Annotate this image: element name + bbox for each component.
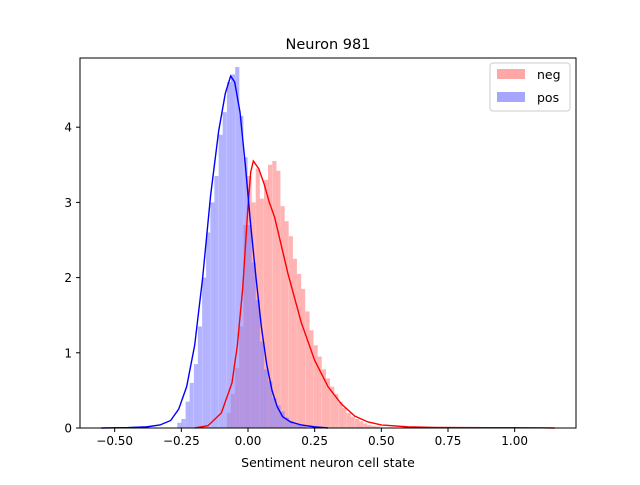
histogram-bar-pos <box>284 417 289 428</box>
histogram-bar-neg <box>358 421 364 428</box>
histogram-bar-pos <box>230 74 236 428</box>
histogram-bar-pos <box>251 262 256 428</box>
histogram-bar-pos <box>293 424 298 428</box>
histogram-bar-pos <box>288 421 293 428</box>
histogram-bar-neg <box>292 258 297 428</box>
histogram-bar-neg <box>375 426 380 428</box>
histogram-bar-neg <box>330 386 335 428</box>
y-tick-label: 2 <box>64 271 72 285</box>
histogram-bar-pos <box>235 67 240 429</box>
histogram-bar-pos <box>193 364 198 428</box>
histogram-bar-neg <box>264 179 269 428</box>
histogram-bar-pos <box>222 112 227 429</box>
histogram-bar-pos <box>260 341 265 428</box>
histogram-bar-neg <box>305 311 310 428</box>
chart-title: Neuron 981 <box>286 37 371 53</box>
legend-label-neg: neg <box>537 67 561 82</box>
histogram-bar-neg <box>313 345 318 428</box>
histogram-bar-neg <box>354 418 360 428</box>
histogram-bar-pos <box>214 176 219 428</box>
histogram-bar-neg <box>317 356 322 428</box>
y-tick-label: 4 <box>64 121 72 135</box>
legend-swatch-neg <box>497 69 525 79</box>
histogram-bar-pos <box>206 232 211 428</box>
histogram-bar-pos <box>226 82 232 428</box>
kde-line-pos <box>101 74 329 429</box>
histogram-bar-pos <box>268 381 273 428</box>
histogram-bar-neg <box>284 221 289 428</box>
x-axis: −0.50 −0.25 0.00 0.25 0.50 0.75 1.00 <box>96 428 528 448</box>
y-axis: 0 1 2 3 4 <box>64 121 80 436</box>
legend: neg pos <box>489 62 571 112</box>
x-tick-label: 0.00 <box>235 434 262 448</box>
y-tick-label: 0 <box>64 422 72 436</box>
histogram-bar-neg <box>272 161 277 428</box>
histogram-bar-neg <box>334 394 339 428</box>
histogram-bar-pos <box>181 418 186 428</box>
histogram-bar-neg <box>309 330 314 428</box>
histogram-bar-pos <box>272 397 277 428</box>
histogram-bar-neg <box>350 416 355 428</box>
x-axis-label: Sentiment neuron cell state <box>241 455 415 470</box>
histogram-bar-neg <box>342 407 347 428</box>
histogram-bar-neg <box>276 170 281 429</box>
histogram-bar-pos <box>189 382 194 428</box>
histogram-bar-pos <box>218 134 223 428</box>
histogram-bar-neg <box>371 425 376 428</box>
kde-line-neg <box>194 159 555 429</box>
histogram-bar-pos <box>177 422 182 428</box>
histogram-bar-neg <box>280 206 285 428</box>
y-tick-label: 3 <box>64 196 72 210</box>
histogram-bar-pos <box>255 300 260 428</box>
plot-area <box>101 67 555 429</box>
histogram-bar-pos <box>280 411 285 428</box>
histogram-bar-neg <box>363 423 368 428</box>
histogram-bar-pos <box>301 425 306 428</box>
histogram-bar-neg <box>288 236 293 428</box>
histogram-bar-pos <box>247 224 252 428</box>
histogram-bar-pos <box>202 277 207 428</box>
histogram-bar-pos <box>185 401 190 428</box>
histogram-bar-neg <box>338 401 343 428</box>
x-tick-label: −0.50 <box>96 434 133 448</box>
x-tick-label: 0.25 <box>301 434 328 448</box>
histogram-bar-pos <box>243 157 248 428</box>
histogram-bar-pos <box>264 369 269 428</box>
x-tick-label: 0.75 <box>435 434 462 448</box>
histogram-bar-pos <box>276 405 281 428</box>
histogram-bar-neg <box>321 369 326 428</box>
histogram-bar-neg <box>259 198 264 428</box>
histogram-bar-neg <box>297 273 302 428</box>
histogram-bar-pos <box>197 326 202 428</box>
histogram-bar-pos <box>297 424 302 428</box>
histogram-bar-neg <box>325 378 330 428</box>
y-tick-label: 1 <box>64 346 72 360</box>
histogram-bar-neg <box>301 288 306 428</box>
x-tick-label: −0.25 <box>163 434 200 448</box>
legend-swatch-pos <box>497 92 525 102</box>
histogram-bar-neg <box>346 412 351 428</box>
histogram-bar-neg <box>268 164 273 429</box>
histogram-bar-neg <box>367 424 372 428</box>
legend-label-pos: pos <box>537 90 559 105</box>
histogram-bar-pos <box>239 115 244 428</box>
axes-frame <box>79 57 577 429</box>
histogram-bar-pos <box>210 202 215 428</box>
series-pos <box>177 67 306 429</box>
x-tick-label: 0.50 <box>368 434 395 448</box>
x-tick-label: 1.00 <box>501 434 528 448</box>
